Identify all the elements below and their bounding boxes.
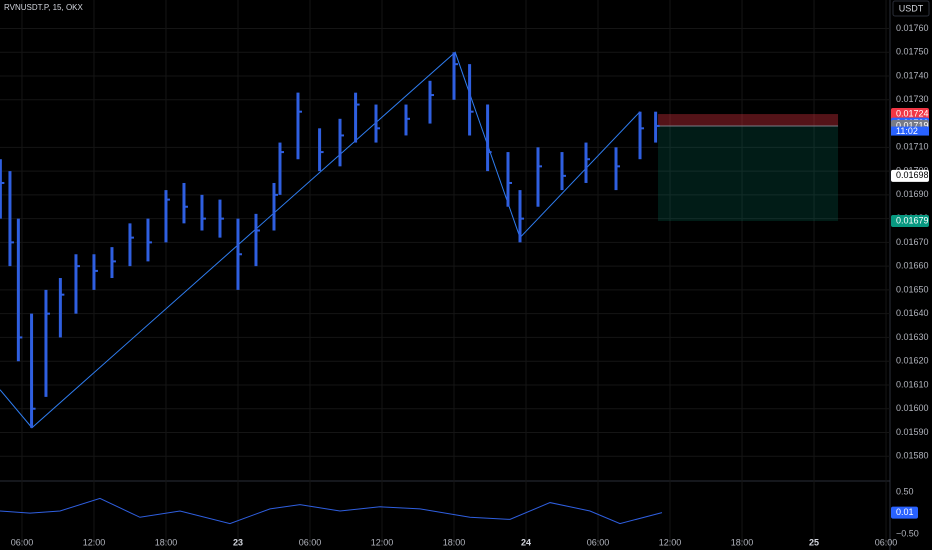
x-tick-label: 06:00 [299,537,322,547]
osc-last-box [891,506,918,519]
x-tick-label: 12:00 [83,537,106,547]
x-tick-label: 18:00 [155,537,178,547]
osc-last-label: 0.01 [896,507,914,517]
currency[interactable]: USDT [899,3,924,13]
x-tick-label: 06:00 [11,537,34,547]
price-label: 0.01679 [896,215,929,225]
target-zone [658,125,839,221]
price-label: 0.01724 [896,108,929,118]
x-tick-label: 12:00 [659,537,682,547]
x-tick-label: 18:00 [443,537,466,547]
y-tick-label: 0.01650 [896,284,929,294]
oscillator-line [0,497,663,525]
price-label-box [891,169,929,182]
stop-zone [658,114,839,126]
price-label-box [891,214,929,227]
osc-tick-label: −0.50 [896,528,919,538]
y-tick-label: 0.01740 [896,70,929,80]
y-tick-label: 0.01690 [896,189,929,199]
y-tick-label: 0.01730 [896,94,929,104]
x-tick-label: 23 [233,537,243,547]
x-tick-label: 12:00 [371,537,394,547]
x-tick-label: 06:00 [587,537,610,547]
y-tick-label: 0.01670 [896,237,929,247]
y-tick-label: 0.01710 [896,142,929,152]
price-label: 0.01698 [896,170,929,180]
y-tick-label: 0.01760 [896,23,929,33]
x-tick-label: 18:00 [731,537,754,547]
x-tick-label: 24 [521,537,531,547]
y-tick-label: 0.01610 [896,379,929,389]
countdown: 11:02 [896,126,918,136]
y-tick-label: 0.01620 [896,356,929,366]
price-label-box [891,108,929,121]
y-tick-label: 0.01580 [896,451,929,461]
chart-title: RVNUSDT.P, 15, OKX [4,3,84,12]
y-tick-label: 0.01750 [896,47,929,57]
y-tick-label: 0.01660 [896,261,929,271]
y-tick-label: 0.01600 [896,403,929,413]
x-tick-label: 25 [809,537,819,547]
y-tick-label: 0.01640 [896,308,929,318]
price-label: 0.01719 [896,120,929,130]
x-tick-label: 06:00 [875,537,898,547]
currency-box[interactable] [892,0,930,17]
axis: 0.01580 0.01590 0.01600 0.01610 0.01620 0.016… [11,23,929,547]
y-tick-label: 0.01630 [896,332,929,342]
countdown-box [891,126,929,136]
plot [0,51,839,525]
y-tick-label: 0.01590 [896,427,929,437]
osc-tick-label: 0.50 [896,486,914,496]
